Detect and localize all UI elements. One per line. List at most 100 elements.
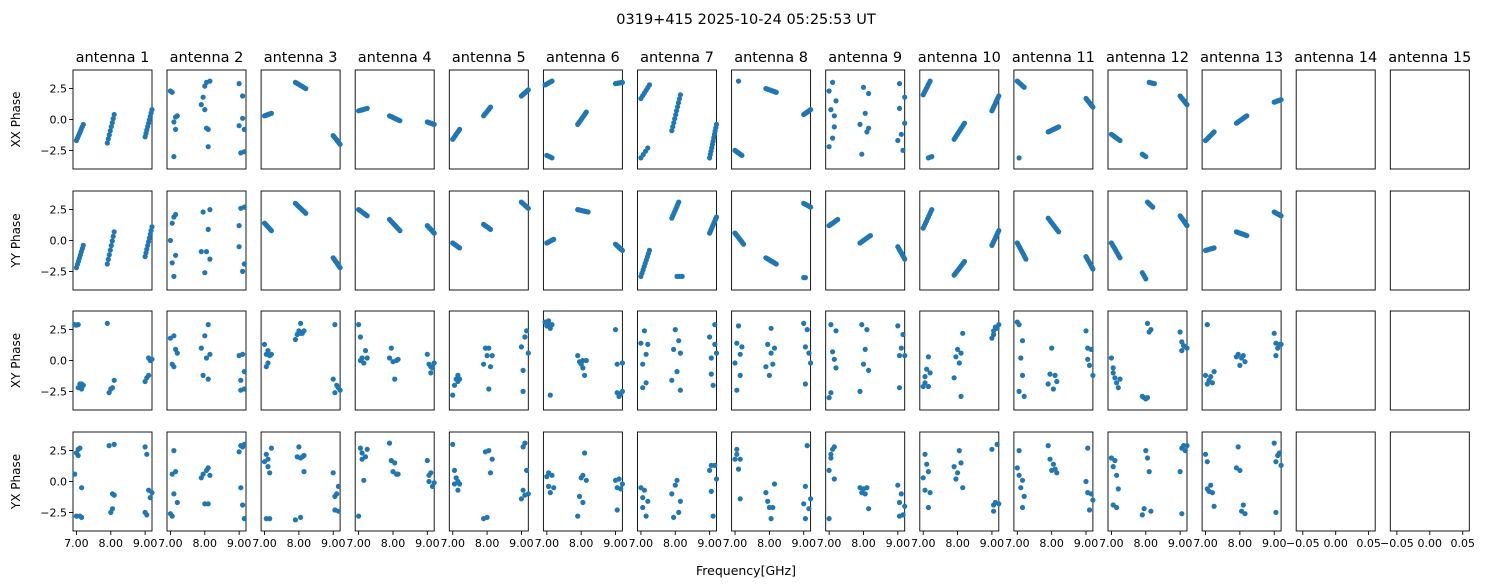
x-tick-label: 7.00 [252,537,277,550]
data-point [241,386,247,392]
data-point [202,333,208,339]
data-point [641,328,648,334]
data-point [265,348,271,354]
data-point [902,353,908,359]
data-point [109,385,116,391]
data-point [108,243,114,249]
data-point [713,350,720,356]
data-point [1021,493,1027,499]
data-point [265,360,271,366]
data-point [357,445,363,451]
axes-frame [731,69,812,170]
data-point [672,116,678,122]
data-point [763,364,769,370]
data-point [951,375,957,381]
data-point [240,268,246,274]
data-point [1047,456,1053,462]
data-point [173,252,179,258]
data-point [675,100,682,106]
data-point [1110,464,1116,470]
data-point [146,372,152,378]
data-point [669,128,675,134]
data-point [707,334,713,340]
data-point [902,256,908,262]
data-point [268,110,274,116]
data-point [676,199,682,205]
data-point [267,516,273,522]
data-point [773,89,779,95]
data-point [149,107,155,113]
data-point [1211,503,1217,509]
x-tick-label: 8.00 [851,537,876,550]
axes-frame [1295,310,1376,411]
data-point [525,205,531,211]
data-point [765,341,771,347]
axes-frame [166,69,247,170]
data-point [1049,345,1055,351]
data-point [857,388,863,394]
y-tick-label: 2.5 [50,445,68,458]
data-point [337,265,343,271]
data-point [773,261,779,267]
data-point [1047,371,1053,377]
data-point [866,367,872,373]
data-point [925,469,932,475]
x-tick-label: 8.00 [1134,537,1159,550]
data-point [712,462,718,468]
data-point [1019,372,1026,378]
data-point [708,371,714,377]
data-point [1204,322,1210,328]
axes-frame [1295,69,1376,170]
x-tick-label: 9.00 [697,537,722,550]
data-point [739,152,745,158]
data-point [713,476,720,482]
data-point [549,78,555,84]
data-point [261,341,268,347]
x-tick-label: 9.00 [1074,537,1099,550]
data-point [770,504,776,511]
data-point [866,125,872,131]
x-tick-label: 8.00 [99,537,124,550]
data-point [426,478,432,485]
row-label: YY Phase [9,213,23,268]
data-point [457,376,463,382]
antenna-title: antenna 5 [452,50,526,66]
data-point [677,498,684,504]
data-point [1023,256,1029,262]
x-tick-label: 8.00 [757,537,782,550]
x-tick-label: 8.00 [381,537,406,550]
data-point [1083,328,1089,334]
data-point [669,491,675,497]
data-point [395,471,401,477]
data-point [802,344,809,350]
antenna-title: antenna 14 [1294,50,1377,66]
data-point [898,131,904,137]
data-point [292,517,298,523]
data-point [583,357,589,364]
data-point [925,383,932,390]
data-point [171,119,177,125]
data-point [618,486,624,492]
data-point [1150,204,1156,210]
data-point [1235,444,1241,450]
data-point [520,367,526,373]
data-point [1139,512,1145,518]
data-point [831,444,837,450]
data-point [1144,395,1151,401]
data-point [927,490,933,496]
data-point [357,334,363,340]
data-point [643,351,649,357]
data-point [646,247,653,253]
data-point [173,211,179,218]
data-point [958,393,964,399]
data-point [1273,353,1279,359]
data-point [198,102,204,108]
data-point [831,113,837,119]
data-point [481,361,487,367]
data-point [862,491,868,497]
data-point [1083,478,1089,485]
data-point [171,154,177,160]
data-point [900,512,906,518]
data-point [735,78,742,84]
